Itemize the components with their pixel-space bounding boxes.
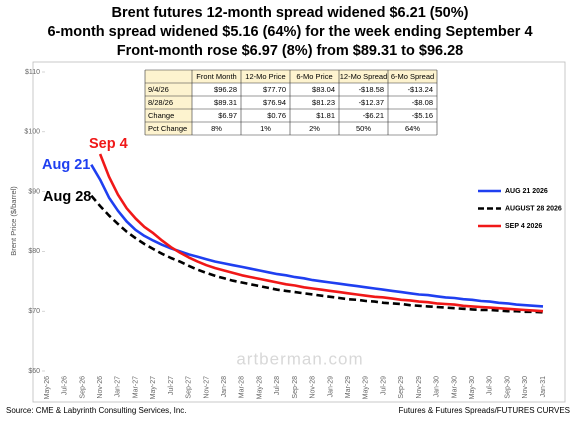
x-tick-label: Jan-31 [540, 376, 547, 398]
table-cell: $77.70 [263, 85, 286, 94]
table-cell: $81.23 [312, 98, 335, 107]
table-cell: -$13.24 [408, 85, 433, 94]
table-header: 6-Mo Price [296, 72, 332, 81]
title-line: 6-month spread widened $5.16 (64%) for t… [47, 24, 532, 40]
x-tick-label: Nov-29 [416, 376, 423, 399]
x-tick-label: Jul-30 [487, 376, 494, 395]
table-header: 12-Mo Spread [340, 72, 388, 81]
x-tick-label: Jul-26 [62, 376, 69, 395]
x-tick-label: May-26 [44, 376, 51, 399]
x-tick-label: Mar-28 [239, 376, 246, 398]
table-row-label: 9/4/26 [148, 85, 169, 94]
y-tick-label: $90 [28, 188, 40, 195]
table-cell: $76.94 [263, 98, 286, 107]
legend-label: AUG 21 2026 [505, 188, 548, 195]
x-tick-label: Sep-30 [504, 376, 511, 399]
watermark: artberman.com [236, 349, 363, 368]
title-line: Brent futures 12-month spread widened $6… [112, 5, 469, 21]
table-cell: -$5.16 [412, 111, 433, 120]
table-cell: $6.97 [218, 111, 237, 120]
y-tick-label: $70 [28, 308, 40, 315]
table-cell: 1% [260, 124, 271, 133]
table-row-label: 8/28/26 [148, 98, 173, 107]
x-tick-label: Sep-26 [79, 376, 86, 399]
annotation: Aug 28 [43, 189, 91, 205]
table-row-label: Pct Change [148, 124, 187, 133]
table-header: Front Month [196, 72, 236, 81]
x-tick-label: Jul-27 [168, 376, 175, 395]
series-line [98, 153, 544, 313]
table-cell: 2% [309, 124, 320, 133]
x-tick-label: Nov-30 [522, 376, 529, 399]
x-tick-label: Sep-27 [186, 376, 193, 399]
title-line: Front-month rose $6.97 (8%) from $89.31 … [117, 43, 464, 59]
series-line [90, 194, 544, 314]
table-header: 6-Mo Spread [391, 72, 434, 81]
plot-frame [32, 61, 566, 403]
x-tick-label: Sep-28 [292, 376, 299, 399]
annotation: Sep 4 [89, 136, 128, 152]
x-tick-label: Jan-29 [327, 376, 334, 398]
x-tick-label: Jul-29 [380, 376, 387, 395]
legend-label: SEP 4 2026 [505, 223, 542, 230]
y-tick-label: $100 [24, 129, 40, 136]
credit: Futures & Futures Spreads/FUTURES CURVES [399, 406, 570, 415]
x-tick-label: Mar-27 [132, 376, 139, 398]
series-line [90, 164, 544, 308]
table-cell: -$18.58 [359, 85, 384, 94]
x-tick-label: May-30 [469, 376, 476, 399]
table-cell: 64% [405, 124, 420, 133]
x-tick-label: Mar-29 [345, 376, 352, 398]
table-label-bg [145, 70, 192, 135]
x-tick-label: Jan-28 [221, 376, 228, 398]
legend-label: AUGUST 28 2026 [505, 205, 562, 212]
y-tick-label: $80 [28, 248, 40, 255]
y-tick-label: $60 [28, 368, 40, 375]
table-header-bg [145, 70, 437, 83]
table-header: 12-Mo Price [245, 72, 285, 81]
table-cell: 50% [356, 124, 371, 133]
table-row-label: Change [148, 111, 174, 120]
table-cell: -$8.08 [412, 98, 433, 107]
table-cell: -$12.37 [359, 98, 384, 107]
y-axis-label: Brent Price ($/barrel) [9, 186, 18, 256]
table-cell: 8% [211, 124, 222, 133]
x-tick-label: Nov-28 [310, 376, 317, 399]
table-cell: -$6.21 [363, 111, 384, 120]
x-tick-label: Jan-30 [434, 376, 441, 398]
x-tick-label: Jul-28 [274, 376, 281, 395]
table-cell: $0.76 [267, 111, 286, 120]
table-cell: $89.31 [214, 98, 237, 107]
x-tick-label: Nov-27 [203, 376, 210, 399]
annotation: Aug 21 [42, 157, 90, 173]
x-tick-label: Mar-30 [451, 376, 458, 398]
table-cell: $1.81 [316, 111, 335, 120]
x-tick-label: Sep-29 [398, 376, 405, 399]
x-tick-label: Nov-26 [97, 376, 104, 399]
table-cell: $83.04 [312, 85, 335, 94]
y-tick-label: $110 [25, 69, 40, 76]
x-tick-label: Jan-27 [115, 376, 122, 398]
table-cell: $96.28 [214, 85, 237, 94]
x-tick-label: May-28 [256, 376, 263, 399]
x-tick-label: May-29 [363, 376, 370, 399]
x-tick-label: May-27 [150, 376, 157, 399]
source: Source: CME & Labyrinth Consulting Servi… [6, 406, 187, 415]
